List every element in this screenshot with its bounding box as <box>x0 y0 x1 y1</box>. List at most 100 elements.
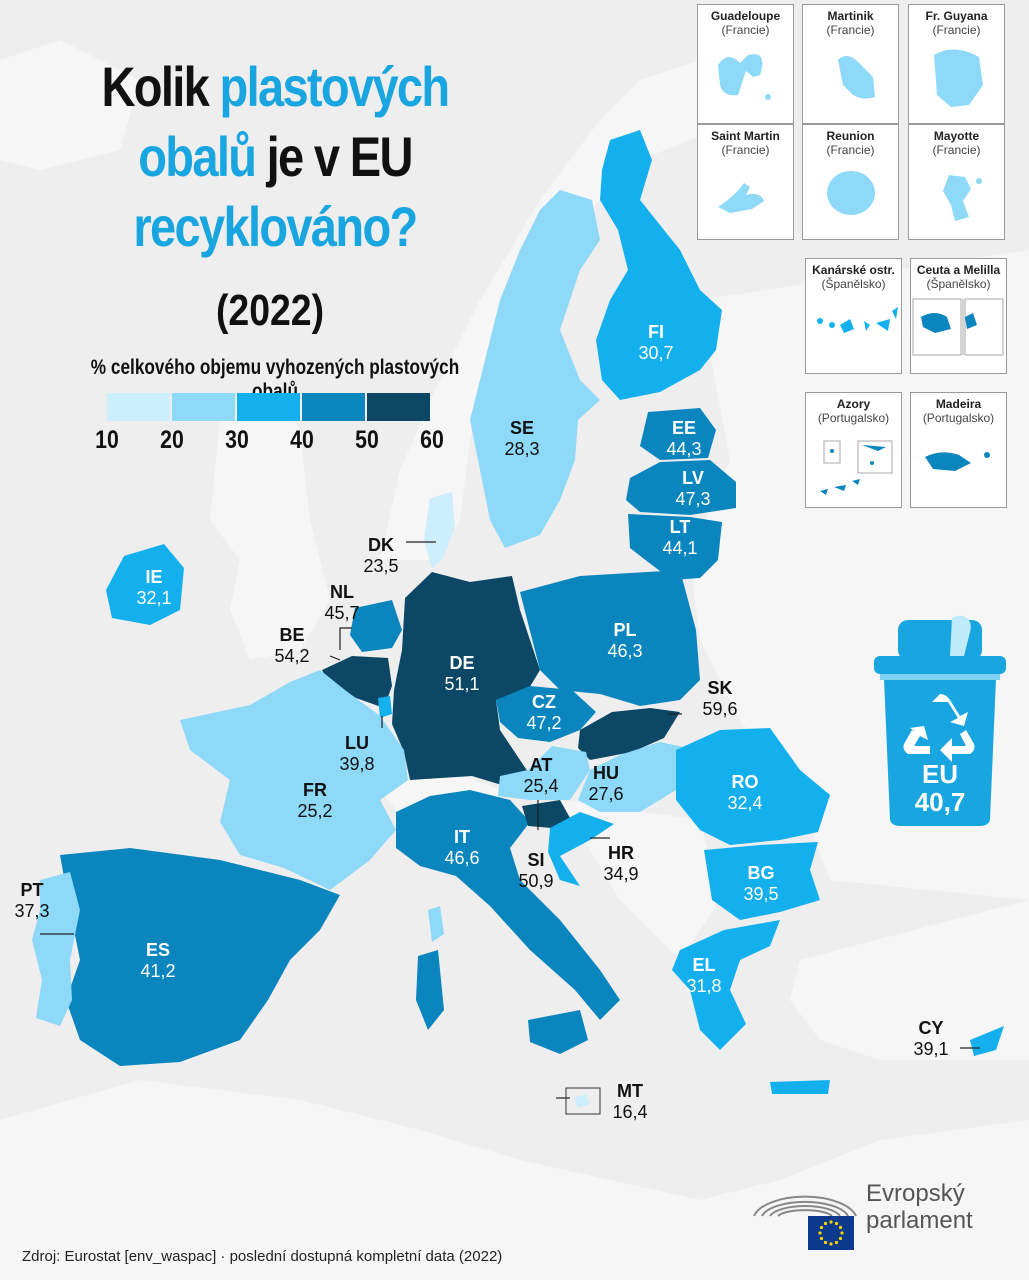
country-value: 47,3 <box>675 489 711 509</box>
country-be[interactable] <box>322 656 392 708</box>
country-si[interactable] <box>522 800 570 828</box>
country-code: SE <box>509 418 534 438</box>
inset-ceuta-a-melilla: Ceuta a Melilla (Španělsko) <box>910 258 1007 374</box>
legend-swatch <box>367 393 430 421</box>
inset-name: Azory <box>836 397 871 411</box>
country-code: SI <box>527 850 545 870</box>
country-at[interactable] <box>498 746 590 800</box>
country-code: CY <box>918 1018 944 1038</box>
leader-lines <box>40 541 980 1099</box>
inset-map-shape <box>718 183 764 213</box>
country-label-cz: CZ 47,2 <box>514 692 574 734</box>
country-value: 39,8 <box>339 754 375 774</box>
country-value: 34,9 <box>603 864 639 884</box>
country-code: LT <box>669 517 691 537</box>
country-es[interactable] <box>60 848 340 1066</box>
country-it[interactable] <box>396 790 620 1020</box>
inset-name: Ceuta a Melilla <box>916 263 1001 277</box>
country-ro[interactable] <box>676 728 830 845</box>
country-sk[interactable] <box>578 708 680 760</box>
inset-map-shape <box>912 298 1004 356</box>
country-code: LV <box>682 468 704 488</box>
country-label-de: DE 51,1 <box>432 653 492 695</box>
eu-star-icon <box>829 1242 833 1246</box>
land-background-balkans <box>560 800 720 960</box>
country-label-cy: CY 39,1 <box>901 1018 961 1060</box>
country-pt[interactable] <box>32 872 80 1026</box>
country-sicily[interactable] <box>528 1010 588 1054</box>
inset-martinik: Martinik (Francie) <box>802 4 899 124</box>
country-lt[interactable] <box>628 514 722 580</box>
country-hu[interactable] <box>578 742 688 812</box>
country-code: NL <box>330 582 354 602</box>
country-el[interactable] <box>672 920 780 1050</box>
legend-tick-label: 60 <box>420 426 444 454</box>
inset-country: (Francie) <box>826 143 875 157</box>
country-code: DE <box>449 653 475 673</box>
country-code: BE <box>279 625 305 645</box>
inset-country: (Francie) <box>826 23 875 37</box>
inset-country: (Francie) <box>932 23 981 37</box>
country-label-se: SE 28,3 <box>492 418 552 460</box>
country-value: 39,1 <box>913 1039 949 1059</box>
country-code: IT <box>454 827 470 847</box>
country-nl[interactable] <box>350 600 402 652</box>
country-label-hu: HU 27,6 <box>576 763 636 805</box>
land-background-uk <box>210 380 330 660</box>
inset-name: Martinik <box>827 9 874 23</box>
legend-tick-label: 40 <box>290 426 314 454</box>
country-code: SK <box>707 678 733 698</box>
country-value: 54,2 <box>274 646 310 666</box>
country-value: 46,3 <box>607 641 643 661</box>
country-label-ro: RO 32,4 <box>715 772 775 814</box>
country-de[interactable] <box>392 572 540 786</box>
country-pl[interactable] <box>520 570 700 706</box>
country-label-ee: EE 44,3 <box>654 418 714 460</box>
country-fi[interactable] <box>596 130 722 400</box>
country-value: 30,7 <box>638 343 674 363</box>
country-label-mt: MT 16,4 <box>600 1081 660 1123</box>
country-fr[interactable] <box>180 670 408 890</box>
inset-name: Reunion <box>826 129 875 143</box>
country-se[interactable] <box>470 190 600 548</box>
inset-name: Kanárské ostr. <box>812 263 895 277</box>
country-sardinia[interactable] <box>416 950 444 1030</box>
country-value: 31,8 <box>686 976 722 996</box>
country-lv[interactable] <box>626 460 736 515</box>
inset-map-shape <box>827 171 875 215</box>
country-mt[interactable] <box>574 1094 590 1108</box>
country-crete[interactable] <box>770 1080 830 1094</box>
inset-country: (Španělsko) <box>821 277 886 291</box>
legend-swatch <box>172 393 235 421</box>
country-corsica[interactable] <box>428 906 444 942</box>
country-ee[interactable] <box>640 408 716 460</box>
inset-name: Mayotte <box>933 129 980 143</box>
country-label-dk: DK 23,5 <box>351 535 411 577</box>
country-value: 51,1 <box>444 674 480 694</box>
inset-map-shape <box>934 49 983 107</box>
country-label-lt: LT 44,1 <box>650 517 710 559</box>
country-value: 44,1 <box>662 538 698 558</box>
country-label-si: SI 50,9 <box>506 850 566 892</box>
page-title: Kolik plastových obalů je v EU recyklová… <box>101 55 451 258</box>
country-label-hr: HR 34,9 <box>591 843 651 885</box>
legend-tick-label: 50 <box>355 426 379 454</box>
legend-swatch <box>237 393 300 421</box>
country-lu[interactable] <box>378 696 392 718</box>
eu-star-icon <box>840 1231 844 1235</box>
inset-map-shape <box>817 307 898 333</box>
parliament-logo-text: Evropský parlament <box>866 1180 973 1234</box>
country-code: EE <box>671 418 696 438</box>
country-cz[interactable] <box>496 686 596 742</box>
inset-fr-guyana: Fr. Guyana (Francie) <box>908 4 1005 124</box>
inset-name: Guadeloupe <box>710 9 781 23</box>
country-value: 32,1 <box>136 588 172 608</box>
inset-name: Saint Martin <box>711 129 780 143</box>
country-ie[interactable] <box>106 544 184 625</box>
country-dk[interactable] <box>424 492 455 568</box>
country-hr[interactable] <box>548 812 614 886</box>
country-bg[interactable] <box>704 842 820 920</box>
country-code: ES <box>145 940 170 960</box>
inset-saint-martin: Saint Martin (Francie) <box>697 124 794 240</box>
